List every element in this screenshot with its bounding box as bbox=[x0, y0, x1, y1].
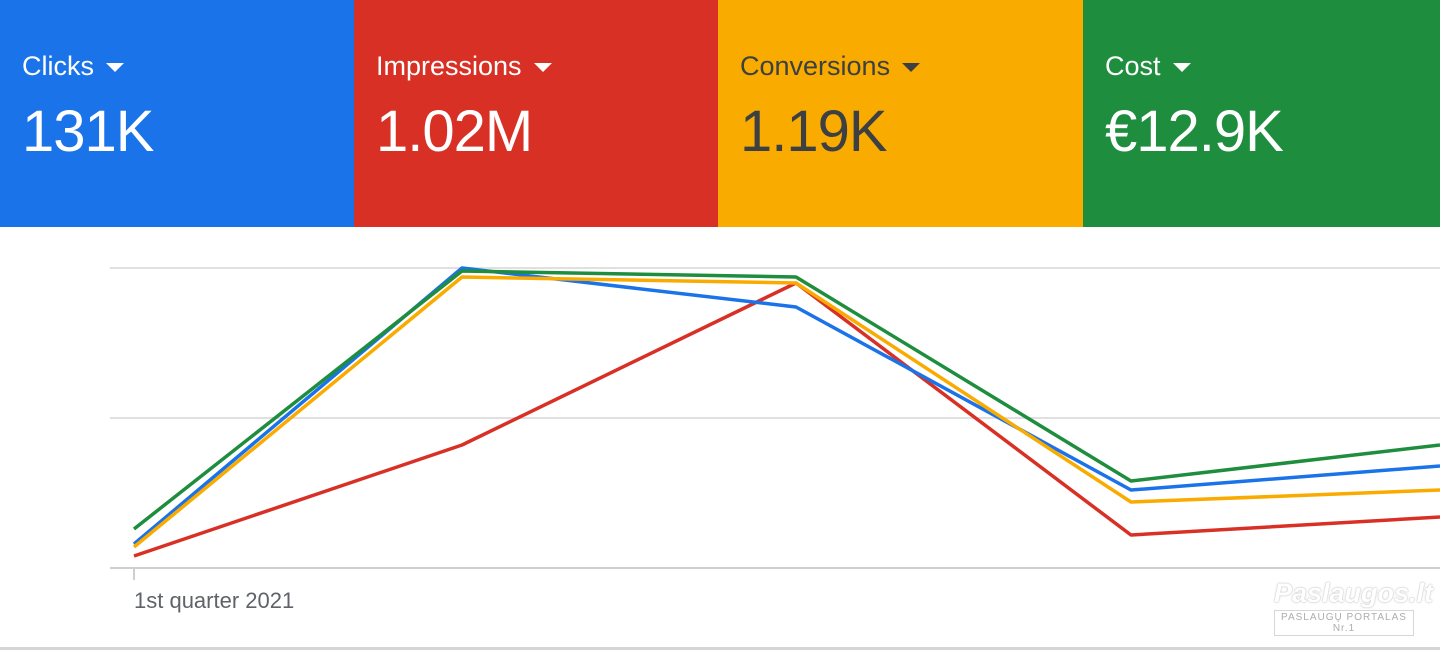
watermark-subtitle: PASLAUGŲ PORTALAS Nr.1 bbox=[1274, 610, 1414, 636]
metric-label-row[interactable]: Clicks bbox=[22, 48, 354, 84]
series-line-cost bbox=[132, 269, 1440, 531]
metric-card-cost[interactable]: Cost €12.9K bbox=[1083, 0, 1440, 227]
caret-down-icon[interactable] bbox=[1172, 62, 1191, 72]
bottom-divider bbox=[0, 647, 1440, 650]
metric-value: 1.02M bbox=[376, 99, 533, 164]
metric-label-row[interactable]: Impressions bbox=[376, 48, 718, 84]
metric-card-impressions[interactable]: Impressions 1.02M bbox=[354, 0, 718, 227]
x-tick-label: 1st quarter 2021 bbox=[134, 588, 294, 613]
metric-card-conversions[interactable]: Conversions 1.19K bbox=[718, 0, 1083, 227]
metric-label-row[interactable]: Conversions bbox=[740, 48, 1083, 84]
metric-value: €12.9K bbox=[1105, 99, 1284, 164]
metric-label: Cost bbox=[1105, 51, 1161, 81]
performance-line-chart: 1st quarter 2021 bbox=[110, 266, 1440, 613]
watermark-title: Paslaugos.lt bbox=[1274, 578, 1434, 608]
metric-label: Clicks bbox=[22, 51, 94, 81]
series-line-conversions bbox=[132, 275, 1440, 549]
series-line-impressions bbox=[133, 281, 1440, 558]
metric-value: 131K bbox=[22, 99, 154, 164]
caret-down-icon[interactable] bbox=[533, 62, 552, 72]
metric-label: Conversions bbox=[740, 51, 891, 81]
watermark-logo: Paslaugos.lt PASLAUGŲ PORTALAS Nr.1 bbox=[1274, 578, 1434, 636]
metric-value: 1.19K bbox=[740, 99, 888, 164]
metric-label-row[interactable]: Cost bbox=[1105, 48, 1440, 84]
caret-down-icon[interactable] bbox=[106, 62, 124, 72]
caret-down-icon[interactable] bbox=[902, 62, 921, 72]
metric-card-clicks[interactable]: Clicks 131K bbox=[0, 0, 354, 227]
metric-cards: Clicks 131K Impressions 1.02M Conversion… bbox=[0, 0, 1440, 227]
metric-label: Impressions bbox=[376, 51, 522, 81]
series-line-clicks bbox=[132, 266, 1440, 546]
